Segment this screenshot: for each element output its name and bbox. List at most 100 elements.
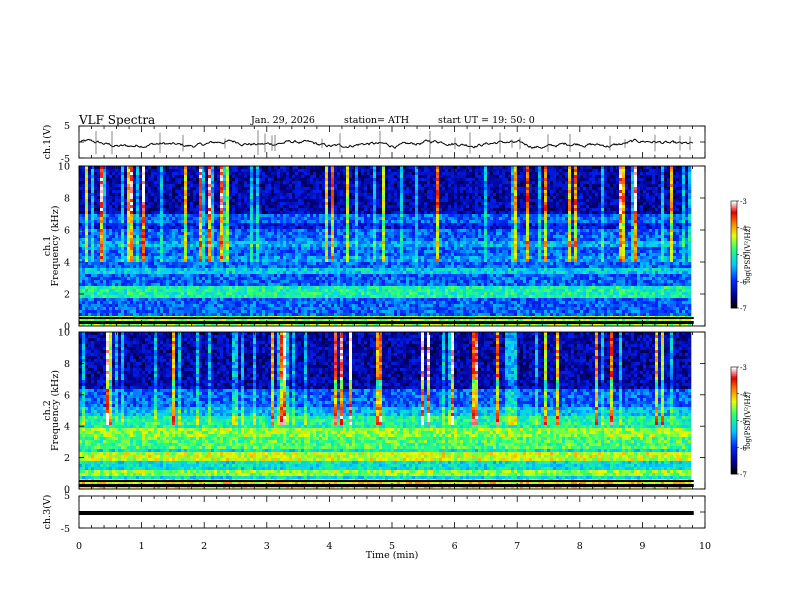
spectrogram-cell [505, 205, 509, 209]
spectrogram-cell [628, 169, 632, 173]
spectrogram-cell [424, 202, 428, 206]
spectrogram-cell [238, 169, 242, 173]
spectrogram-cell [544, 166, 548, 170]
spectrogram-cell [631, 169, 635, 173]
spectrogram-cell [586, 181, 590, 185]
spectrogram-cell [205, 178, 209, 182]
spectrogram-cell [220, 184, 224, 188]
spectrogram-cell [577, 235, 581, 239]
spectrogram-cell [367, 199, 371, 203]
spectrogram-cell [688, 169, 692, 173]
spectrogram-cell [541, 175, 545, 179]
spectrogram-cell [244, 202, 248, 206]
spectrogram-cell [457, 178, 461, 182]
spectrogram-cell [649, 172, 653, 176]
spectrogram-cell [241, 202, 245, 206]
spectrogram-cell [403, 202, 407, 206]
spectrogram-cell [316, 169, 320, 173]
spectrogram-cell [202, 175, 206, 179]
spectrogram-cell [451, 193, 455, 197]
spectrogram-cell [97, 226, 101, 230]
spectrogram-cell [538, 196, 542, 200]
spectrogram-cell [373, 223, 377, 227]
spectrogram-cell [619, 232, 623, 236]
spectrogram-cell [118, 208, 122, 212]
spectrogram-cell [310, 205, 314, 209]
spectrogram-cell [553, 202, 557, 206]
spectrogram-cell [199, 166, 203, 170]
spectrogram-cell [331, 202, 335, 206]
spectrogram-cell [121, 202, 125, 206]
spectrogram-cell [214, 202, 218, 206]
spectrogram-cell [613, 187, 617, 191]
spectrogram-cell [178, 181, 182, 185]
spectrogram-cell [217, 187, 221, 191]
spectrogram-cell [253, 226, 257, 230]
spectrogram-cell [355, 220, 359, 224]
spectrogram-cell [391, 232, 395, 236]
spectrogram-cell [160, 226, 164, 230]
spectrogram-cell [169, 193, 173, 197]
spectrogram-cell [412, 199, 416, 203]
spectrogram-cell [364, 184, 368, 188]
spectrogram-cell [397, 211, 401, 215]
spectrogram-cell [352, 193, 356, 197]
spectrogram-cell [667, 223, 671, 227]
spectrogram-cell [301, 181, 305, 185]
spectrogram-cell [529, 190, 533, 194]
spectrogram-cell [160, 178, 164, 182]
spectrogram-cell [490, 190, 494, 194]
spectrogram-cell [451, 169, 455, 173]
spectrogram-cell [244, 196, 248, 200]
spectrogram-cell [241, 196, 245, 200]
spectrogram-cell [175, 202, 179, 206]
spectrogram-cell [169, 184, 173, 188]
spectrogram-cell [271, 166, 275, 170]
spectrogram-cell [499, 232, 503, 236]
spectrogram-cell [151, 220, 155, 224]
spectrogram-cell [100, 235, 104, 239]
spectrogram-cell [214, 190, 218, 194]
spectrogram-cell [502, 208, 506, 212]
spectrogram-cell [118, 226, 122, 230]
spectrogram-cell [520, 205, 524, 209]
spectrogram-cell [385, 196, 389, 200]
spectrogram-cell [118, 178, 122, 182]
spectrogram-cell [448, 202, 452, 206]
spectrogram-cell [160, 214, 164, 218]
spectrogram-cell [481, 172, 485, 176]
spectrogram-cell [109, 223, 113, 227]
spectrogram-cell [193, 217, 197, 221]
spectrogram-cell [391, 229, 395, 233]
spectrogram-cell [523, 181, 527, 185]
spectrogram-cell [394, 193, 398, 197]
spectrogram-cell [229, 232, 233, 236]
spectrogram-cell [319, 205, 323, 209]
spectrogram-cell [226, 238, 230, 242]
spectrogram-cell [184, 202, 188, 206]
spectrogram-cell [364, 235, 368, 239]
spectrogram-cell [79, 184, 83, 188]
spectrogram-cell [451, 223, 455, 227]
spectrogram-cell [199, 226, 203, 230]
spectrogram-cell [421, 205, 425, 209]
spectrogram-cell [607, 199, 611, 203]
spectrogram-cell [472, 172, 476, 176]
spectrogram-cell [643, 205, 647, 209]
spectrogram-cell [343, 184, 347, 188]
spectrogram-cell [472, 211, 476, 215]
spectrogram-cell [442, 190, 446, 194]
spectrogram-cell [688, 229, 692, 233]
spectrogram-cell [178, 211, 182, 215]
spectrogram-cell [484, 214, 488, 218]
spectrogram-cell [616, 217, 620, 221]
spectrogram-cell [571, 235, 575, 239]
spectrogram-cell [268, 190, 272, 194]
spectrogram-cell [493, 190, 497, 194]
spectrogram-cell [265, 232, 269, 236]
spectrogram-cell [574, 220, 578, 224]
spectrogram-cell [334, 175, 338, 179]
spectrogram-cell [481, 175, 485, 179]
spectrogram-cell [679, 190, 683, 194]
spectrogram-cell [184, 190, 188, 194]
